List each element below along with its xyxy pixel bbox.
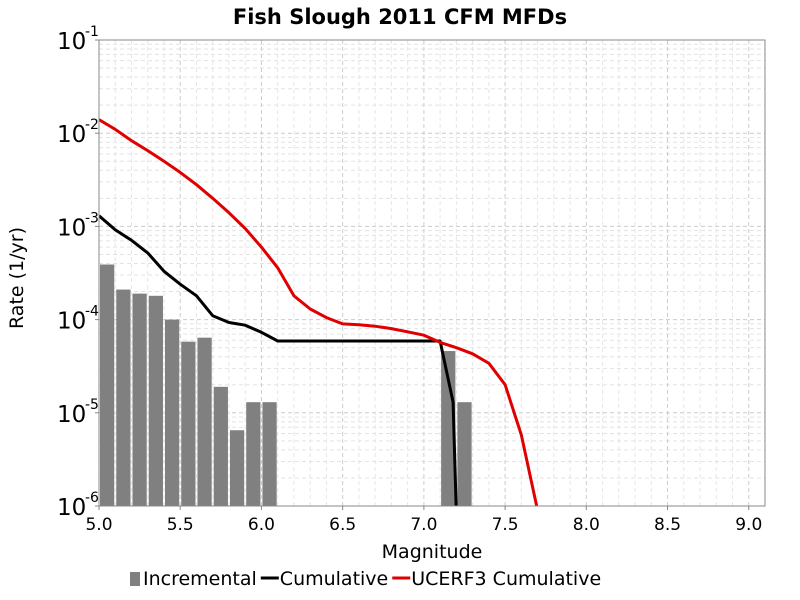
y-tick-exponent: -2 <box>85 117 99 133</box>
y-tick-exponent: -3 <box>85 210 99 226</box>
y-axis-ticks: 10-110-210-310-410-510-6 <box>57 24 99 521</box>
y-tick-exponent: -4 <box>85 304 99 320</box>
incremental-bar <box>181 341 196 506</box>
x-tick-label: 5.5 <box>167 515 194 535</box>
incremental-bar <box>116 289 131 506</box>
chart-title: Fish Slough 2011 CFM MFDs <box>233 5 567 29</box>
x-tick-label: 8.0 <box>573 515 600 535</box>
y-tick-label: 10 <box>57 309 86 335</box>
legend-swatch <box>130 572 140 586</box>
incremental-bar <box>246 402 261 506</box>
incremental-bar <box>229 430 245 506</box>
y-tick-label: 10 <box>57 215 86 241</box>
incremental-bar <box>164 319 180 506</box>
incremental-bar <box>197 337 212 506</box>
legend-label: Cumulative <box>280 568 388 590</box>
x-tick-label: 7.5 <box>492 515 519 535</box>
incremental-bar <box>262 402 277 506</box>
plot-border <box>98 39 766 507</box>
series-lines <box>99 118 539 506</box>
y-tick-label: 10 <box>57 402 86 428</box>
x-tick-label: 8.5 <box>654 515 681 535</box>
plot-area <box>98 39 766 507</box>
y-axis-label: Rate (1/yr) <box>6 227 28 329</box>
y-tick-label: 10 <box>57 122 86 148</box>
x-tick-label: 7.0 <box>410 515 437 535</box>
y-tick-exponent: -5 <box>85 397 99 413</box>
ucerf3-cumulative-line <box>99 118 539 506</box>
incremental-bar <box>132 293 147 506</box>
x-tick-label: 5.0 <box>85 515 112 535</box>
incremental-bar <box>148 295 163 506</box>
incremental-bars <box>100 264 472 506</box>
cumulative-line <box>99 214 458 506</box>
legend-label: Incremental <box>143 568 257 590</box>
y-tick-label: 10 <box>57 495 86 521</box>
legend: Incremental Cumulative UCERF3 Cumulative <box>130 568 601 590</box>
incremental-bar <box>100 264 115 506</box>
x-axis-ticks: 5.0 5.5 6.0 6.5 7.0 7.5 8.0 8.5 9.0 <box>85 506 762 535</box>
x-tick-label: 6.0 <box>248 515 275 535</box>
x-tick-label: 6.5 <box>329 515 356 535</box>
y-tick-label: 10 <box>57 29 86 55</box>
x-tick-label: 9.0 <box>735 515 762 535</box>
incremental-bar <box>457 402 472 506</box>
y-tick-exponent: -1 <box>85 24 99 40</box>
x-axis-label: Magnitude <box>382 541 483 563</box>
y-tick-exponent: -6 <box>85 490 99 506</box>
incremental-bar <box>213 386 228 506</box>
legend-label: UCERF3 Cumulative <box>411 568 601 590</box>
